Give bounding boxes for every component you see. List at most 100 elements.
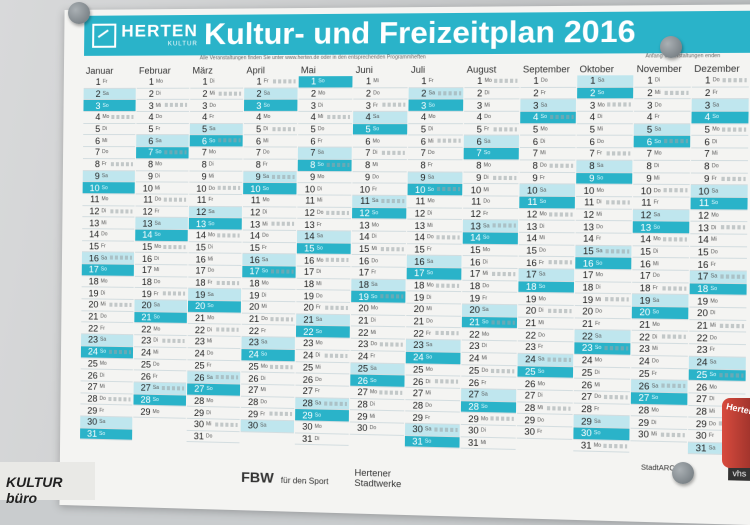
day-number: 22 (134, 324, 153, 334)
calendar-day: 8 Do (520, 160, 576, 172)
calendar-day: 15 Do (519, 245, 575, 258)
day-number: 19 (632, 295, 653, 306)
day-number: 9 (136, 171, 155, 181)
calendar-day: 10 Mi (136, 183, 189, 195)
calendar-day: 24 So (406, 352, 461, 365)
day-number: 8 (408, 160, 428, 170)
day-number: 23 (631, 344, 652, 355)
event-text-placeholder (493, 175, 516, 179)
weekday-abbr: Sa (481, 392, 488, 398)
day-number: 26 (574, 379, 595, 390)
day-number: 23 (351, 339, 371, 350)
calendar-day: 5 Di (408, 124, 463, 136)
event-text-placeholder (272, 174, 295, 178)
calendar-day: 23 So (574, 342, 630, 355)
calendar-day: 27 So (187, 383, 240, 396)
month-column: Juli 1 Fr 2 Sa 3 So 4 Mo 5 Di 6 Mi 7 Do 8 Fr 9 Sa 10 So 11 Mo 1… (405, 64, 464, 448)
weekday-abbr: So (427, 270, 433, 276)
weekday-abbr: Mo (262, 197, 269, 203)
event-text-placeholder (215, 422, 237, 427)
event-text-placeholder (547, 406, 571, 411)
vhs-logo: vhs (728, 467, 750, 481)
weekday-abbr: So (711, 200, 718, 206)
weekday-abbr: Sa (263, 174, 269, 180)
month-column: Februar 1 Mo 2 Di 3 Mi 4 Do 5 Fr 6 Sa 7 So 8 Mo 9 Di 10 Mi 11… (133, 65, 189, 418)
weekday-abbr: Mi (651, 432, 657, 438)
calendar-day: 13 Di (690, 222, 747, 235)
weekday-abbr: Sa (208, 209, 214, 215)
weekday-abbr: So (206, 386, 212, 392)
day-number: 1 (521, 76, 541, 86)
day-number: 28 (517, 402, 537, 413)
day-number: 27 (295, 386, 315, 397)
day-number: 3 (577, 100, 598, 110)
calendar-day: 24 Do (187, 348, 240, 361)
day-number: 24 (406, 352, 426, 363)
day-number: 7 (520, 149, 540, 159)
day-number: 20 (518, 306, 538, 317)
calendar-day: 5 Fr (464, 124, 519, 136)
day-number: 25 (134, 359, 153, 369)
weekday-abbr: Fr (481, 380, 486, 386)
weekday-abbr: Fr (316, 305, 321, 311)
day-number: 14 (463, 233, 483, 243)
calendar-day: 25 Mi (296, 362, 350, 375)
weekday-abbr: Fr (654, 200, 659, 206)
event-text-placeholder (550, 163, 574, 167)
weekday-abbr: Do (655, 102, 662, 108)
weekday-abbr: Sa (538, 356, 545, 362)
day-number: 25 (296, 362, 316, 373)
event-text-placeholder (494, 127, 517, 131)
calendar-day: 10 Di (297, 183, 351, 195)
calendar-day: 18 Di (575, 282, 631, 295)
calendar-day: 2 Mi (634, 87, 691, 99)
day-number: 11 (463, 197, 483, 207)
day-number: 23 (241, 337, 261, 347)
weekday-abbr: Mo (596, 272, 604, 278)
weekday-abbr: Sa (712, 102, 719, 108)
event-text-placeholder (604, 346, 628, 351)
weekday-abbr: So (316, 245, 322, 251)
weekday-abbr: Sa (654, 126, 661, 132)
day-number: 18 (82, 276, 101, 286)
calendar-day: 15 Fr (407, 244, 462, 257)
event-text-placeholder (163, 292, 185, 296)
weekday-abbr: Di (314, 436, 319, 442)
event-text-placeholder (216, 375, 238, 379)
weekday-abbr: So (155, 150, 161, 156)
event-text-placeholder (381, 199, 404, 203)
calendar-day: 13 Sa (135, 218, 188, 230)
weekday-abbr: Do (597, 139, 604, 145)
calendar-day: 4 Mo (83, 112, 135, 124)
event-text-placeholder (661, 433, 685, 438)
weekday-abbr: Mo (156, 79, 163, 85)
day-number: 12 (135, 206, 154, 216)
weekday-abbr: Mi (263, 138, 268, 144)
pin-icon (68, 2, 90, 24)
weekday-abbr: Mo (711, 212, 719, 218)
calendar-day: 5 So (353, 124, 407, 136)
day-number: 21 (518, 318, 538, 329)
day-number: 4 (634, 112, 655, 122)
weekday-abbr: Mo (538, 381, 545, 387)
calendar-day: 15 Do (690, 246, 747, 259)
day-number: 17 (351, 268, 371, 278)
event-text-placeholder (382, 151, 405, 155)
calendar-day: 16 Do (352, 255, 406, 268)
calendar-day: 24 Fr (350, 351, 404, 364)
day-number: 4 (520, 112, 540, 122)
day-number: 18 (296, 279, 316, 289)
calendar-day: 14 Mi (690, 234, 747, 247)
weekday-abbr: Fr (264, 79, 269, 85)
event-text-placeholder (162, 339, 184, 343)
day-number: 27 (187, 384, 206, 394)
weekday-abbr: Fr (102, 161, 107, 167)
calendar-day: 20 Mi (406, 304, 461, 317)
day-number: 20 (188, 301, 207, 311)
weekday-abbr: Fr (371, 270, 376, 276)
day-number: 5 (244, 124, 264, 134)
calendar-day: 12 Do (297, 207, 351, 219)
calendar-day: 23 Sa (406, 340, 461, 353)
weekday-abbr: Mi (481, 440, 487, 446)
calendar-day: 1 Mo (137, 77, 190, 89)
